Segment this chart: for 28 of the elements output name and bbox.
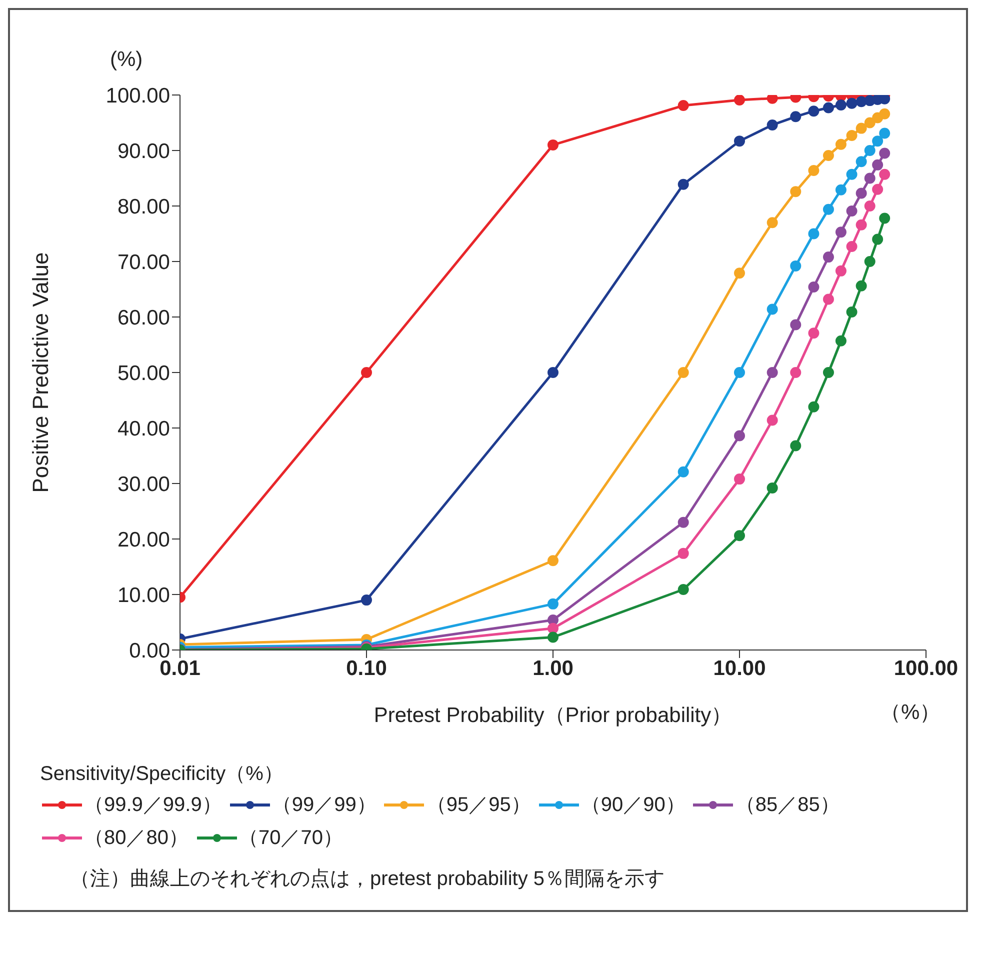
text: （注）曲線上のそれぞれの点は，pretest probability 5％間隔を示す: [69, 867, 666, 892]
y-tick-label: 60.00: [117, 306, 170, 330]
legend-label: （99.9／99.9）: [84, 794, 222, 816]
y-tick-label: 50.00: [117, 362, 170, 385]
legend-label: （80／80）: [84, 827, 188, 849]
x-axis-title: Pretest Probability（Prior probability）: [374, 704, 732, 727]
legend-label: （99／99）: [272, 794, 376, 816]
y-tick-label: 20.00: [117, 528, 170, 552]
x-tick-label: 100.00: [894, 656, 958, 680]
legend-title: Sensitivity/Specificity（%）: [40, 762, 284, 787]
y-tick-label: 40.00: [117, 417, 170, 440]
legend-label: （70／70）: [238, 827, 343, 849]
x-tick-label: 0.10: [346, 656, 387, 680]
y-tick-label: 70.00: [117, 250, 170, 274]
y-tick-label: 100.00: [106, 84, 170, 108]
x-tick-label: 1.00: [532, 656, 574, 680]
y-axis-title: Positive Predictive Value: [28, 252, 53, 493]
y-tick-label: 10.00: [117, 584, 170, 607]
y-tick-label: 30.00: [117, 472, 170, 496]
legend-label: （95／95）: [426, 794, 531, 816]
x-tick-label: 10.00: [713, 656, 766, 680]
text: (%): [110, 48, 143, 72]
x-tick-label: 0.01: [160, 656, 201, 680]
text: （%）: [880, 700, 941, 726]
y-tick-label: 80.00: [117, 195, 170, 218]
y-tick-label: 90.00: [117, 140, 170, 163]
legend-label: （90／90）: [580, 794, 686, 816]
legend-label: （85／85）: [735, 794, 840, 816]
